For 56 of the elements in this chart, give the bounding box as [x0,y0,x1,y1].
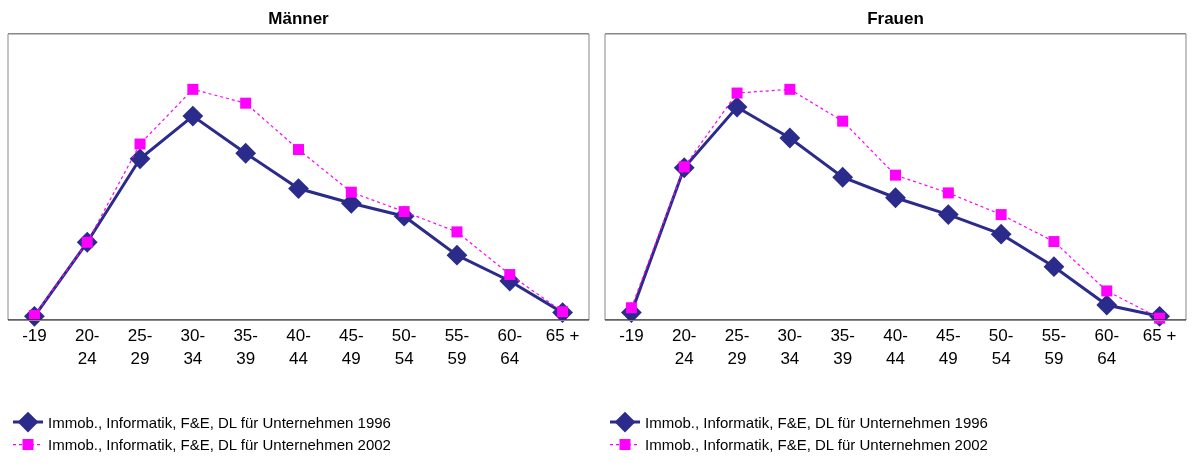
point [779,127,801,149]
point [446,244,468,266]
point [182,105,204,127]
x-tick-label: 20- 24 [671,326,697,368]
point [134,138,146,150]
point [288,178,309,199]
x-tick-label: -19 [22,326,47,346]
point [832,166,854,188]
point [235,142,257,164]
x-tick-label: 55- 59 [1041,326,1067,368]
point [885,187,906,209]
x-tick-label: 60- 64 [497,326,523,368]
point [942,187,954,199]
x-tick-label: 40- 44 [286,326,311,368]
x-tick-label: 50- 54 [391,326,417,368]
point [1096,294,1118,316]
x-tick-label: 65 + [1142,326,1177,346]
x-tick-label: 25- 29 [127,326,153,368]
point [995,209,1007,221]
point [726,96,748,118]
x-tick-label: 65 + [545,326,580,346]
x-tick-label: -19 [619,326,644,346]
x-tick-label: 20- 24 [74,326,100,368]
x-tick-label: 50- 54 [988,326,1014,368]
point [293,144,304,156]
legend-label: Immob., Informatik, F&E, DL für Unternehmen 2002 [645,436,988,454]
x-tick-label: 35- 39 [830,326,855,368]
chart-title: Männer [268,8,330,28]
point [731,87,743,99]
x-tick-label: 30- 34 [180,326,206,368]
point [937,204,959,225]
x-tick-label: 30- 34 [777,326,803,368]
point [1101,285,1113,297]
point [990,223,1012,245]
point [187,83,199,95]
x-tick-label: 55- 59 [444,326,470,368]
point [129,148,151,170]
chart-title: Frauen [867,8,924,28]
point [837,115,849,127]
point [1043,256,1065,278]
legend-label: Immob., Informatik, F&E, DL für Unternehmen 1996 [645,413,988,431]
legend-label: Immob., Informatik, F&E, DL für Unternehmen 2002 [48,436,391,454]
point [451,226,463,238]
point [345,186,357,198]
x-tick-label: 25- 29 [724,326,750,368]
x-tick-label: 35- 39 [233,326,258,368]
legend-label: Immob., Informatik, F&E, DL für Unternehmen 1996 [48,413,391,431]
point [504,269,516,281]
point [240,97,252,109]
x-tick-label: 45- 49 [936,326,961,368]
x-tick-label: 40- 44 [883,326,908,368]
point [1048,236,1060,248]
x-tick-label: 45- 49 [339,326,364,368]
point [784,83,796,95]
x-tick-label: 60- 64 [1094,326,1120,368]
point [890,169,901,181]
